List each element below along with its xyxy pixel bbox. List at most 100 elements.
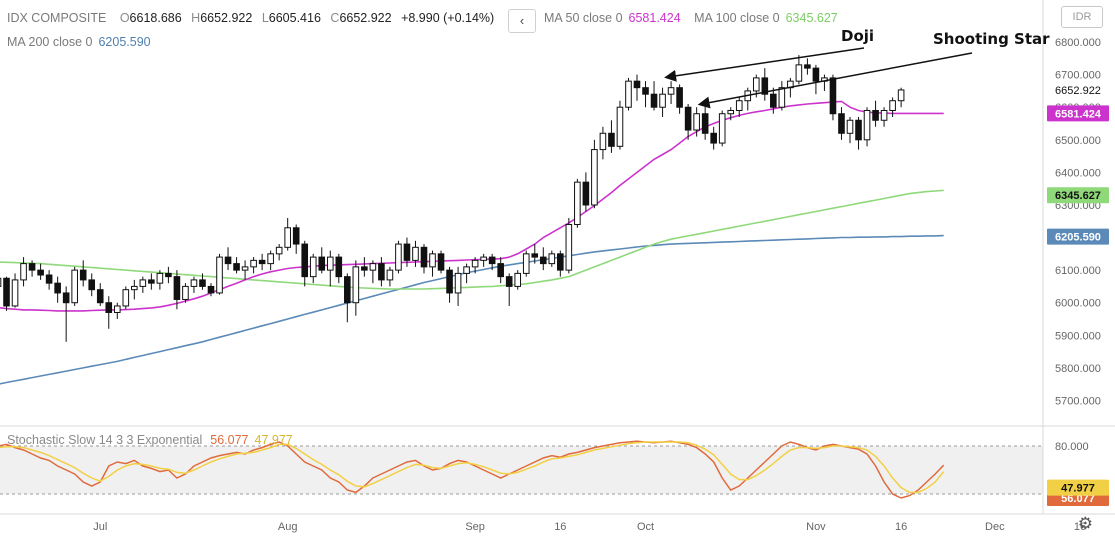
currency-selector[interactable]: IDR <box>1061 6 1103 28</box>
candle[interactable] <box>838 107 845 140</box>
candle[interactable] <box>633 74 641 101</box>
candle[interactable] <box>829 74 837 121</box>
candle[interactable] <box>395 240 402 274</box>
candle[interactable] <box>727 107 735 121</box>
candle[interactable] <box>113 302 121 319</box>
candle[interactable] <box>96 283 104 306</box>
candle[interactable] <box>505 273 513 306</box>
candle[interactable] <box>446 266 453 303</box>
candle[interactable] <box>429 250 436 277</box>
candle[interactable] <box>165 266 172 284</box>
candle[interactable] <box>880 107 888 127</box>
candle[interactable] <box>412 240 419 267</box>
candle[interactable] <box>258 253 266 271</box>
candle[interactable] <box>463 263 470 284</box>
candle[interactable] <box>378 257 385 287</box>
candle[interactable] <box>62 286 70 342</box>
candle[interactable] <box>684 103 692 140</box>
ma200-label[interactable]: MA 200 close 0 <box>7 35 93 49</box>
candle[interactable] <box>480 253 487 267</box>
candle[interactable] <box>565 218 573 274</box>
candle[interactable] <box>437 250 445 274</box>
candle[interactable] <box>190 276 198 293</box>
ma100-label[interactable]: MA 100 close 0 <box>694 11 780 25</box>
candle[interactable] <box>79 260 87 287</box>
candle[interactable] <box>344 273 351 323</box>
candle[interactable] <box>701 103 709 140</box>
candle[interactable] <box>676 84 683 114</box>
gear-icon[interactable]: ⚙ <box>1077 514 1093 533</box>
ma50-label[interactable]: MA 50 close 0 <box>544 11 623 25</box>
candles[interactable] <box>0 55 905 342</box>
time-axis[interactable]: Jul Aug Sep 16 Oct Nov 16 Dec 16 <box>93 521 1086 533</box>
candle[interactable] <box>735 97 743 117</box>
candle[interactable] <box>54 276 61 303</box>
candle[interactable] <box>625 77 632 111</box>
candle[interactable] <box>471 257 479 274</box>
candle[interactable] <box>591 139 598 209</box>
candle[interactable] <box>241 260 249 280</box>
candle[interactable] <box>352 260 360 316</box>
candle[interactable] <box>71 266 78 306</box>
candle[interactable] <box>207 283 215 297</box>
candle[interactable] <box>28 260 36 277</box>
candle[interactable] <box>897 87 905 108</box>
candle[interactable] <box>361 257 368 277</box>
candle[interactable] <box>267 250 274 271</box>
candle[interactable] <box>795 55 803 85</box>
candle[interactable] <box>693 107 700 137</box>
candle[interactable] <box>761 68 769 101</box>
candle[interactable] <box>309 253 317 284</box>
candle[interactable] <box>889 97 896 117</box>
candle[interactable] <box>642 81 649 108</box>
candle[interactable] <box>574 178 581 228</box>
candle[interactable] <box>514 270 522 290</box>
candle[interactable] <box>718 110 726 147</box>
candle[interactable] <box>616 100 624 150</box>
candle[interactable] <box>122 286 130 310</box>
candle[interactable] <box>182 283 189 303</box>
candle[interactable] <box>224 247 232 271</box>
candle[interactable] <box>522 250 530 277</box>
candle[interactable] <box>335 253 343 284</box>
candle[interactable] <box>3 276 10 311</box>
candle[interactable] <box>548 250 556 267</box>
candle[interactable] <box>105 296 113 329</box>
candle[interactable] <box>855 117 862 150</box>
candle[interactable] <box>45 270 53 290</box>
stochastic-label[interactable]: Stochastic Slow 14 3 3 Exponential <box>7 433 203 447</box>
candle[interactable] <box>403 237 411 267</box>
candle[interactable] <box>156 270 164 290</box>
candle[interactable] <box>539 247 547 271</box>
candle[interactable] <box>301 240 309 287</box>
candle[interactable] <box>0 275 2 296</box>
symbol-name[interactable]: IDX COMPOSITE <box>7 11 107 25</box>
candle[interactable] <box>846 117 854 144</box>
candle[interactable] <box>292 224 300 254</box>
candle[interactable] <box>531 244 539 264</box>
candle[interactable] <box>369 260 377 284</box>
candle[interactable] <box>599 126 607 160</box>
candle[interactable] <box>250 257 257 274</box>
candle[interactable] <box>199 273 206 290</box>
candle[interactable] <box>275 244 283 261</box>
candle[interactable] <box>216 253 223 295</box>
candle[interactable] <box>650 81 658 111</box>
candle[interactable] <box>326 250 334 287</box>
candle[interactable] <box>488 253 496 271</box>
candle[interactable] <box>318 247 326 274</box>
candle[interactable] <box>710 126 717 150</box>
candle[interactable] <box>608 120 615 153</box>
candle[interactable] <box>667 81 675 104</box>
candle[interactable] <box>20 257 27 287</box>
candle[interactable] <box>233 257 240 274</box>
candle[interactable] <box>88 273 96 297</box>
candle[interactable] <box>582 172 590 212</box>
candle[interactable] <box>821 74 828 91</box>
candle[interactable] <box>872 100 879 127</box>
candle[interactable] <box>37 263 44 280</box>
candle[interactable] <box>812 64 820 95</box>
candle[interactable] <box>11 273 19 308</box>
candle[interactable] <box>454 266 462 306</box>
candle[interactable] <box>659 87 666 117</box>
